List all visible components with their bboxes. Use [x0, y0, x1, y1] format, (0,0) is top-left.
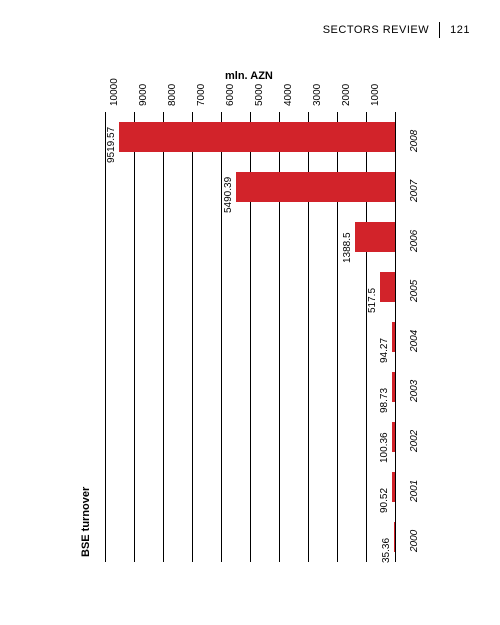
bar-value-label: 517.5 — [367, 288, 378, 313]
bar — [380, 272, 395, 302]
gridline — [105, 112, 106, 562]
gridline — [163, 112, 164, 562]
bar-value-label: 100.36 — [379, 432, 390, 463]
bar — [392, 372, 395, 402]
bar — [355, 222, 395, 252]
section-label: SECTORS REVIEW — [323, 24, 429, 36]
category-label: 2000 — [409, 530, 420, 552]
value-tick-label: 5000 — [254, 84, 265, 106]
category-label: 2002 — [409, 430, 420, 452]
page-number: 121 — [450, 24, 470, 36]
value-tick-label: 3000 — [312, 84, 323, 106]
bar-value-label: 94.27 — [379, 338, 390, 363]
bar-value-label: 90.52 — [379, 488, 390, 513]
bar — [392, 322, 395, 352]
category-label: 2006 — [409, 230, 420, 252]
bar-value-label: 35.36 — [381, 538, 392, 563]
category-label: 2007 — [409, 180, 420, 202]
value-tick-label: 1000 — [370, 84, 381, 106]
category-label: 2004 — [409, 330, 420, 352]
value-tick-label: 2000 — [341, 84, 352, 106]
category-label: 2001 — [409, 480, 420, 502]
gridline — [192, 112, 193, 562]
plot-area: 1000200030004000500060007000800090001000… — [105, 112, 395, 562]
gridline — [134, 112, 135, 562]
bar — [392, 472, 395, 502]
bar-value-label: 5490.39 — [223, 177, 234, 213]
bar-value-label: 98.73 — [379, 388, 390, 413]
chart-title: BSE turnover — [80, 487, 92, 557]
category-label: 2003 — [409, 380, 420, 402]
value-tick-label: 6000 — [225, 84, 236, 106]
baseline — [395, 112, 396, 562]
value-tick-label: 10000 — [109, 78, 120, 106]
page: SECTORS REVIEW 121 mln. AZN BSE turnover… — [0, 0, 500, 625]
y-axis-title: mln. AZN — [225, 70, 273, 82]
bar — [236, 172, 395, 202]
bar-value-label: 1388.5 — [342, 232, 353, 263]
bar — [392, 422, 395, 452]
value-tick-label: 7000 — [196, 84, 207, 106]
page-header: SECTORS REVIEW 121 — [323, 22, 470, 38]
bar — [119, 122, 395, 152]
header-divider — [439, 22, 440, 38]
category-label: 2005 — [409, 280, 420, 302]
category-label: 2008 — [409, 130, 420, 152]
gridline — [221, 112, 222, 562]
value-tick-label: 8000 — [167, 84, 178, 106]
value-tick-label: 4000 — [283, 84, 294, 106]
bar — [394, 522, 395, 552]
bar-value-label: 9519.57 — [106, 127, 117, 163]
value-tick-label: 9000 — [138, 84, 149, 106]
